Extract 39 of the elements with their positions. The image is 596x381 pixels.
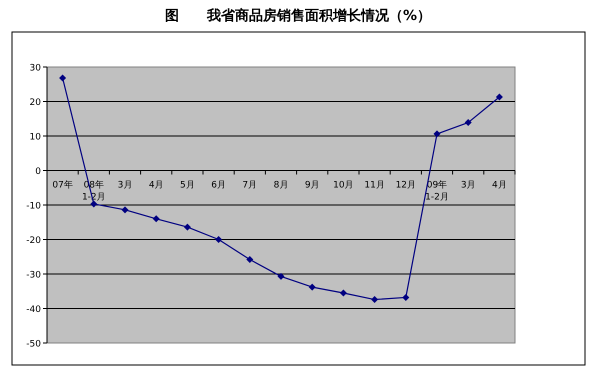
x-tick-label: 9月: [304, 180, 320, 190]
x-tick-label: 3月: [460, 180, 476, 190]
point: [434, 130, 440, 138]
y-tick-label: 0: [35, 167, 42, 177]
x-tick-label: 07年: [52, 180, 73, 190]
y-tick-label: 10: [30, 132, 42, 142]
x-tick-label: 3月: [118, 180, 132, 190]
y-tick-label: -30: [26, 270, 42, 280]
point: [59, 74, 66, 82]
y-tick-label: -40: [26, 305, 42, 315]
x-tick-label: 8月: [274, 180, 288, 190]
x-tick-label: 4月: [492, 180, 507, 190]
point: [371, 296, 378, 304]
point: [308, 284, 316, 291]
x-tick-label: 6月: [211, 180, 226, 190]
point: [278, 272, 284, 280]
y-tick-label: -10: [26, 202, 42, 212]
x-tick-label: 7月: [242, 180, 258, 190]
x-tick-label: 4月: [148, 180, 164, 190]
point: [152, 215, 160, 222]
point: [215, 236, 222, 243]
y-tick-label: 30: [30, 64, 42, 74]
chart-title: 图 我省商品房销售面积增长情况（%）: [164, 7, 432, 24]
point: [246, 256, 254, 264]
x-tick-label: 5月: [180, 180, 195, 190]
point: [464, 119, 472, 126]
point: [496, 94, 503, 101]
y-tick-label: 20: [30, 98, 42, 108]
point: [184, 224, 191, 231]
x-tick-label: 12月: [396, 180, 416, 190]
y-tick-label: -20: [26, 236, 42, 246]
x-tick-label: 09年 1-2月: [425, 180, 449, 202]
point: [90, 200, 98, 208]
y-tick-label: -50: [26, 340, 42, 350]
x-tick-label: 11月: [364, 180, 385, 190]
x-tick-label: 10月: [333, 180, 354, 190]
point: [340, 289, 347, 296]
point: [402, 294, 410, 301]
point: [122, 206, 128, 214]
